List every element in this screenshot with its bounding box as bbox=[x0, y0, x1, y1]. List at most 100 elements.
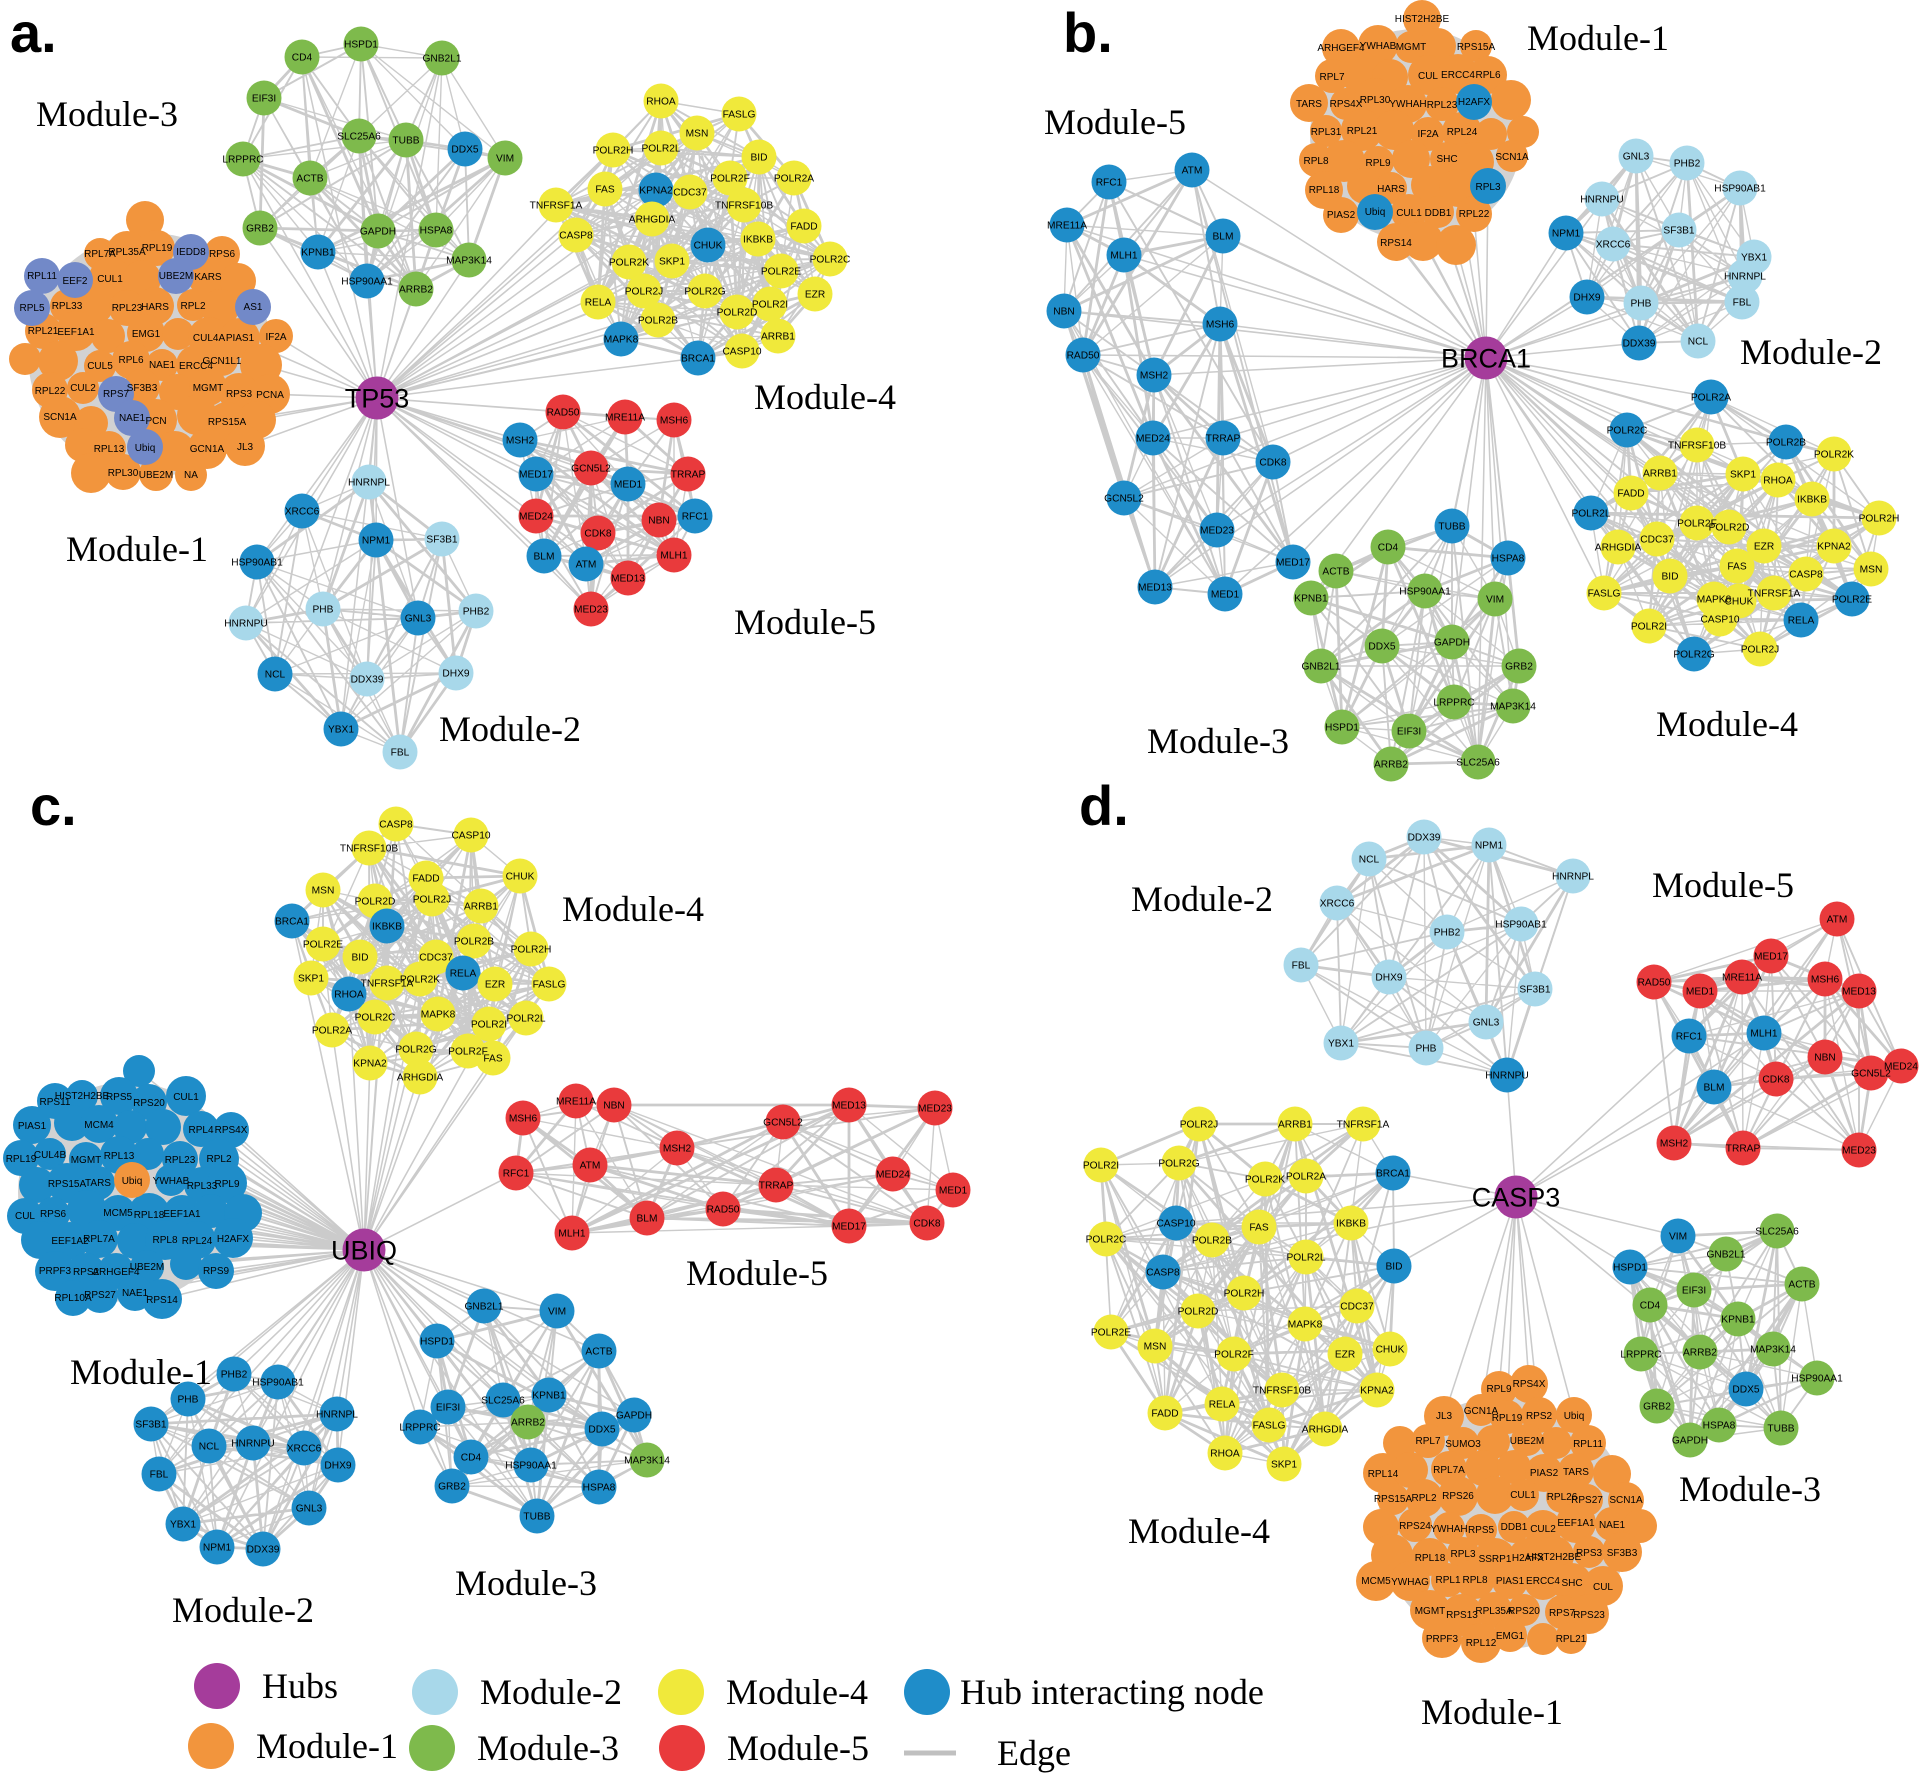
svg-text:YBX1: YBX1 bbox=[170, 1520, 196, 1531]
svg-text:HSP90AA1: HSP90AA1 bbox=[505, 1461, 557, 1472]
svg-text:POLR2G: POLR2G bbox=[1673, 650, 1714, 661]
svg-text:POLR2H: POLR2H bbox=[593, 146, 634, 157]
svg-text:a.: a. bbox=[10, 1, 57, 64]
svg-text:Module-3: Module-3 bbox=[1679, 1469, 1821, 1509]
svg-text:RPS14: RPS14 bbox=[1380, 238, 1412, 249]
svg-text:FBL: FBL bbox=[1733, 298, 1752, 309]
svg-text:HNRNPU: HNRNPU bbox=[224, 619, 268, 630]
svg-text:Module-1: Module-1 bbox=[1527, 18, 1669, 58]
svg-text:POLR2A: POLR2A bbox=[774, 174, 814, 185]
svg-text:ARHGDIA: ARHGDIA bbox=[629, 215, 676, 226]
svg-text:RPL10A: RPL10A bbox=[54, 1293, 92, 1304]
svg-text:HSP90AB1: HSP90AB1 bbox=[1714, 184, 1766, 195]
svg-text:Module-2: Module-2 bbox=[439, 709, 581, 749]
svg-text:IKBKB: IKBKB bbox=[1336, 1219, 1366, 1230]
svg-text:RPL5: RPL5 bbox=[19, 303, 44, 314]
svg-text:MED1: MED1 bbox=[1686, 987, 1715, 998]
svg-text:TRRAP: TRRAP bbox=[1726, 1144, 1761, 1155]
svg-text:POLR2D: POLR2D bbox=[1178, 1307, 1219, 1318]
svg-text:SF3B3: SF3B3 bbox=[127, 383, 158, 394]
svg-text:Module-5: Module-5 bbox=[686, 1253, 828, 1293]
svg-text:RPL7A: RPL7A bbox=[84, 249, 116, 260]
svg-text:Module-1: Module-1 bbox=[66, 529, 208, 569]
svg-text:CUL1: CUL1 bbox=[1396, 208, 1422, 219]
svg-text:POLR2D: POLR2D bbox=[355, 897, 396, 908]
svg-text:HNRNPU: HNRNPU bbox=[1580, 195, 1624, 206]
svg-text:EZR: EZR bbox=[485, 980, 505, 991]
svg-text:KPNB1: KPNB1 bbox=[532, 1391, 566, 1402]
svg-text:RPL26: RPL26 bbox=[1547, 1492, 1578, 1503]
svg-text:HIST2H2BE: HIST2H2BE bbox=[55, 1091, 110, 1102]
svg-text:RPL30: RPL30 bbox=[108, 468, 139, 479]
svg-text:RPL8: RPL8 bbox=[1303, 156, 1328, 167]
svg-text:POLR2A: POLR2A bbox=[1691, 393, 1731, 404]
svg-text:PIAS2: PIAS2 bbox=[1327, 210, 1356, 221]
svg-text:YBX1: YBX1 bbox=[1328, 1039, 1354, 1050]
svg-text:TNFRSF1A: TNFRSF1A bbox=[530, 201, 583, 212]
svg-text:Module-1: Module-1 bbox=[1421, 1692, 1563, 1732]
svg-text:POLR2I: POLR2I bbox=[1083, 1161, 1119, 1172]
svg-text:ARRB1: ARRB1 bbox=[761, 332, 795, 343]
svg-text:POLR2E: POLR2E bbox=[1832, 595, 1872, 606]
svg-text:RPL7: RPL7 bbox=[1415, 1436, 1440, 1447]
svg-text:RFC1: RFC1 bbox=[682, 512, 709, 523]
svg-text:GRB2: GRB2 bbox=[1643, 1402, 1671, 1413]
svg-text:b.: b. bbox=[1063, 1, 1113, 64]
svg-text:HIST2H2BE: HIST2H2BE bbox=[1527, 1552, 1582, 1563]
svg-text:RPS24: RPS24 bbox=[1399, 1521, 1431, 1532]
svg-text:RPS23: RPS23 bbox=[1573, 1610, 1605, 1621]
svg-text:TRRAP: TRRAP bbox=[671, 470, 706, 481]
svg-text:RHOA: RHOA bbox=[646, 97, 676, 108]
svg-text:GAPDH: GAPDH bbox=[616, 1411, 652, 1422]
svg-text:MED17: MED17 bbox=[832, 1222, 866, 1233]
svg-text:POLR2I: POLR2I bbox=[471, 1020, 507, 1031]
svg-text:CHUK: CHUK bbox=[506, 872, 535, 883]
svg-text:CASP8: CASP8 bbox=[559, 231, 593, 242]
svg-text:ERCC4: ERCC4 bbox=[179, 361, 213, 372]
svg-text:TUBB: TUBB bbox=[392, 136, 419, 147]
svg-text:RPS20: RPS20 bbox=[133, 1098, 165, 1109]
svg-text:FASLG: FASLG bbox=[1253, 1421, 1286, 1432]
svg-text:RPS20: RPS20 bbox=[1508, 1606, 1540, 1617]
svg-text:PRPF3: PRPF3 bbox=[1426, 1634, 1459, 1645]
svg-text:NAE1: NAE1 bbox=[149, 360, 176, 371]
svg-text:POLR2H: POLR2H bbox=[511, 945, 552, 956]
svg-text:SKP1: SKP1 bbox=[298, 974, 324, 985]
svg-text:NAE1: NAE1 bbox=[1599, 1520, 1626, 1531]
svg-text:NBN: NBN bbox=[603, 1101, 625, 1112]
svg-text:RPL19: RPL19 bbox=[6, 1154, 37, 1165]
svg-text:Ubiq: Ubiq bbox=[122, 1176, 143, 1187]
svg-text:BRCA1: BRCA1 bbox=[275, 917, 309, 928]
svg-text:HSPA8: HSPA8 bbox=[420, 226, 453, 237]
svg-text:IF2A: IF2A bbox=[265, 332, 286, 343]
svg-text:SF3B1: SF3B1 bbox=[426, 535, 457, 546]
svg-text:RPL1: RPL1 bbox=[1435, 1575, 1460, 1586]
svg-text:MAPK8: MAPK8 bbox=[1697, 595, 1732, 606]
svg-text:RPL11: RPL11 bbox=[1573, 1439, 1603, 1450]
svg-text:ERCC4: ERCC4 bbox=[1441, 70, 1475, 81]
svg-text:HSP90AB1: HSP90AB1 bbox=[252, 1378, 304, 1389]
svg-text:YWHAH: YWHAH bbox=[1389, 99, 1426, 110]
svg-text:RHOA: RHOA bbox=[1763, 476, 1793, 487]
svg-text:RAD50: RAD50 bbox=[1638, 978, 1671, 989]
svg-text:ACTB: ACTB bbox=[296, 174, 323, 185]
svg-text:XRCC6: XRCC6 bbox=[1320, 899, 1355, 910]
svg-text:Module-2: Module-2 bbox=[480, 1672, 622, 1712]
svg-text:d.: d. bbox=[1079, 774, 1129, 837]
svg-text:TNFRSF1A: TNFRSF1A bbox=[1337, 1120, 1390, 1131]
svg-text:KPNB1: KPNB1 bbox=[301, 248, 335, 259]
svg-text:RPS11: RPS11 bbox=[40, 1097, 71, 1108]
svg-text:HNRNPL: HNRNPL bbox=[1724, 272, 1766, 283]
svg-text:RHOA: RHOA bbox=[334, 990, 364, 1001]
svg-text:Ubiq: Ubiq bbox=[1365, 207, 1386, 218]
svg-text:HSP90AA1: HSP90AA1 bbox=[1791, 1374, 1843, 1385]
svg-text:TUBB: TUBB bbox=[1767, 1424, 1794, 1435]
svg-text:GAPDH: GAPDH bbox=[1434, 638, 1470, 649]
svg-text:SSRP1: SSRP1 bbox=[1479, 1554, 1512, 1565]
svg-text:CDK8: CDK8 bbox=[1259, 458, 1287, 469]
svg-text:RPL24: RPL24 bbox=[1447, 127, 1478, 138]
svg-text:DHX9: DHX9 bbox=[442, 669, 470, 680]
svg-text:CASP8: CASP8 bbox=[379, 820, 413, 831]
svg-text:POLR2L: POLR2L bbox=[1286, 1253, 1325, 1264]
svg-text:DDX5: DDX5 bbox=[588, 1425, 616, 1436]
